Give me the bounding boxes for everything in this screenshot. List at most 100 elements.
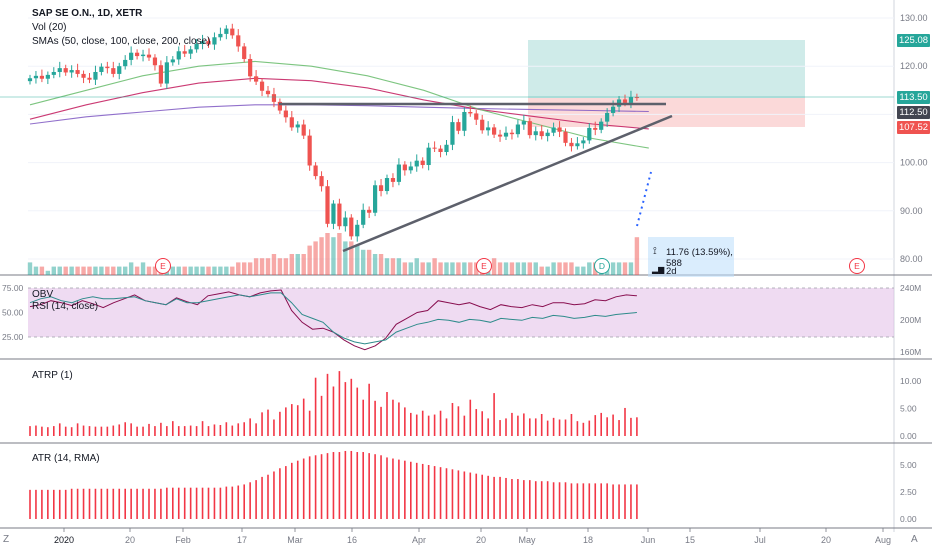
atr-bar xyxy=(225,486,228,519)
atr-bar xyxy=(136,488,138,519)
measure-tool-box[interactable]: ⟟ 11.76 (13.59%), 588 ▂▆ 2d xyxy=(648,237,734,277)
measure-range-icon: ⟟ xyxy=(653,246,657,257)
atr-bar xyxy=(148,488,150,519)
volume-legend[interactable]: Vol (20) xyxy=(32,22,67,33)
zoom-button[interactable]: Z xyxy=(3,534,10,545)
atr-bar xyxy=(529,480,531,519)
atr-bar xyxy=(398,459,400,519)
atr-bar xyxy=(267,474,269,519)
candle-body xyxy=(581,140,586,144)
atrp-bar xyxy=(58,423,61,436)
volume-bar xyxy=(176,266,181,275)
stop-price-tag: 107.52 xyxy=(897,121,930,134)
candle-body xyxy=(140,54,146,57)
sma-legend[interactable]: SMAs (50, close, 100, close, 200, close) xyxy=(32,36,211,47)
candle-body xyxy=(319,176,324,187)
candle-body xyxy=(569,142,574,147)
atr-bar xyxy=(374,454,376,519)
volume-bar xyxy=(93,266,98,275)
volume-bar xyxy=(81,266,86,275)
atrp-bar xyxy=(481,411,483,436)
atrp-bar xyxy=(445,418,448,436)
candle-body xyxy=(301,124,306,136)
symbol-title[interactable]: SAP SE O.N., 1D, XETR xyxy=(32,8,143,19)
volume-bar xyxy=(622,262,628,275)
obv-tick-label: 200M xyxy=(900,315,921,325)
candle-body xyxy=(611,106,616,113)
volume-bar xyxy=(277,258,283,275)
rsi-label[interactable]: RSI (14, close) xyxy=(32,301,99,312)
atrp-bar xyxy=(237,423,240,436)
volume-bar xyxy=(33,266,39,275)
atr-bar xyxy=(505,477,507,519)
earnings-event-badge[interactable]: E xyxy=(476,258,492,274)
atr-bar xyxy=(350,450,353,519)
volume-bar xyxy=(75,266,80,275)
candle-body xyxy=(515,124,520,135)
volume-bar xyxy=(378,254,384,275)
long-position-stop-zone[interactable] xyxy=(528,98,805,127)
volume-bar xyxy=(319,237,324,275)
volume-bar xyxy=(230,266,235,275)
volume-bar xyxy=(194,266,199,275)
candle-body xyxy=(182,51,187,54)
volume-bar xyxy=(557,262,562,275)
volume-bar xyxy=(39,266,45,275)
atrp-label[interactable]: ATRP (1) xyxy=(32,370,73,381)
volume-bar xyxy=(450,262,455,275)
candle-body xyxy=(378,185,384,192)
atr-bar xyxy=(302,458,305,519)
atrp-tick-label: 0.00 xyxy=(900,431,917,441)
volume-bar xyxy=(545,266,550,275)
atrp-bar xyxy=(183,426,186,436)
volume-bar xyxy=(515,262,521,275)
obv-label[interactable]: OBV xyxy=(32,289,54,300)
atrp-bar xyxy=(374,400,376,436)
atrp-bar xyxy=(201,421,204,436)
atrp-bar xyxy=(612,414,614,436)
atr-bar xyxy=(427,465,430,519)
volume-bar xyxy=(57,266,62,275)
atrp-bar xyxy=(457,406,460,436)
atrp-bar xyxy=(624,407,626,436)
volume-bar xyxy=(539,266,544,275)
candle-body xyxy=(75,70,80,74)
atrp-bar xyxy=(511,412,513,436)
atrp-bar xyxy=(517,415,519,436)
atr-bar xyxy=(523,480,525,519)
atr-bar xyxy=(82,488,85,519)
atr-label[interactable]: ATR (14, RMA) xyxy=(32,453,100,464)
atr-bar xyxy=(112,488,115,519)
atr-bar xyxy=(189,487,192,519)
atr-bar xyxy=(118,488,121,519)
atr-bar xyxy=(154,488,156,519)
candle-body xyxy=(248,58,253,77)
earnings-event-badge[interactable]: E xyxy=(849,258,865,274)
volume-bar xyxy=(497,262,503,275)
candle-body xyxy=(254,76,259,82)
long-position-profit-zone[interactable] xyxy=(528,40,805,98)
atr-bar xyxy=(540,481,543,519)
atrp-bar xyxy=(261,412,263,436)
candle-body xyxy=(486,127,491,131)
dividend-event-badge[interactable]: D xyxy=(594,258,610,274)
auto-scale-button[interactable]: A xyxy=(911,534,918,545)
atr-bar xyxy=(552,482,555,519)
volume-bar xyxy=(610,262,616,275)
rsi-tick-label: 25.00 xyxy=(2,332,24,342)
candle-body xyxy=(99,66,104,72)
atrp-bar xyxy=(523,413,525,436)
volume-bar xyxy=(242,262,247,275)
volume-bar xyxy=(140,262,146,275)
candle-body xyxy=(105,66,110,69)
candle-body xyxy=(81,73,86,78)
target-price-tag: 125.08 xyxy=(897,34,930,47)
volume-bar xyxy=(69,266,74,275)
volume-bar xyxy=(63,266,68,275)
earnings-event-badge[interactable]: E xyxy=(155,258,171,274)
projection-arrow[interactable] xyxy=(636,171,652,227)
atr-bar xyxy=(231,486,234,519)
support-trendline[interactable] xyxy=(342,114,673,253)
candle-body xyxy=(152,57,158,66)
atrp-bar xyxy=(88,426,91,436)
